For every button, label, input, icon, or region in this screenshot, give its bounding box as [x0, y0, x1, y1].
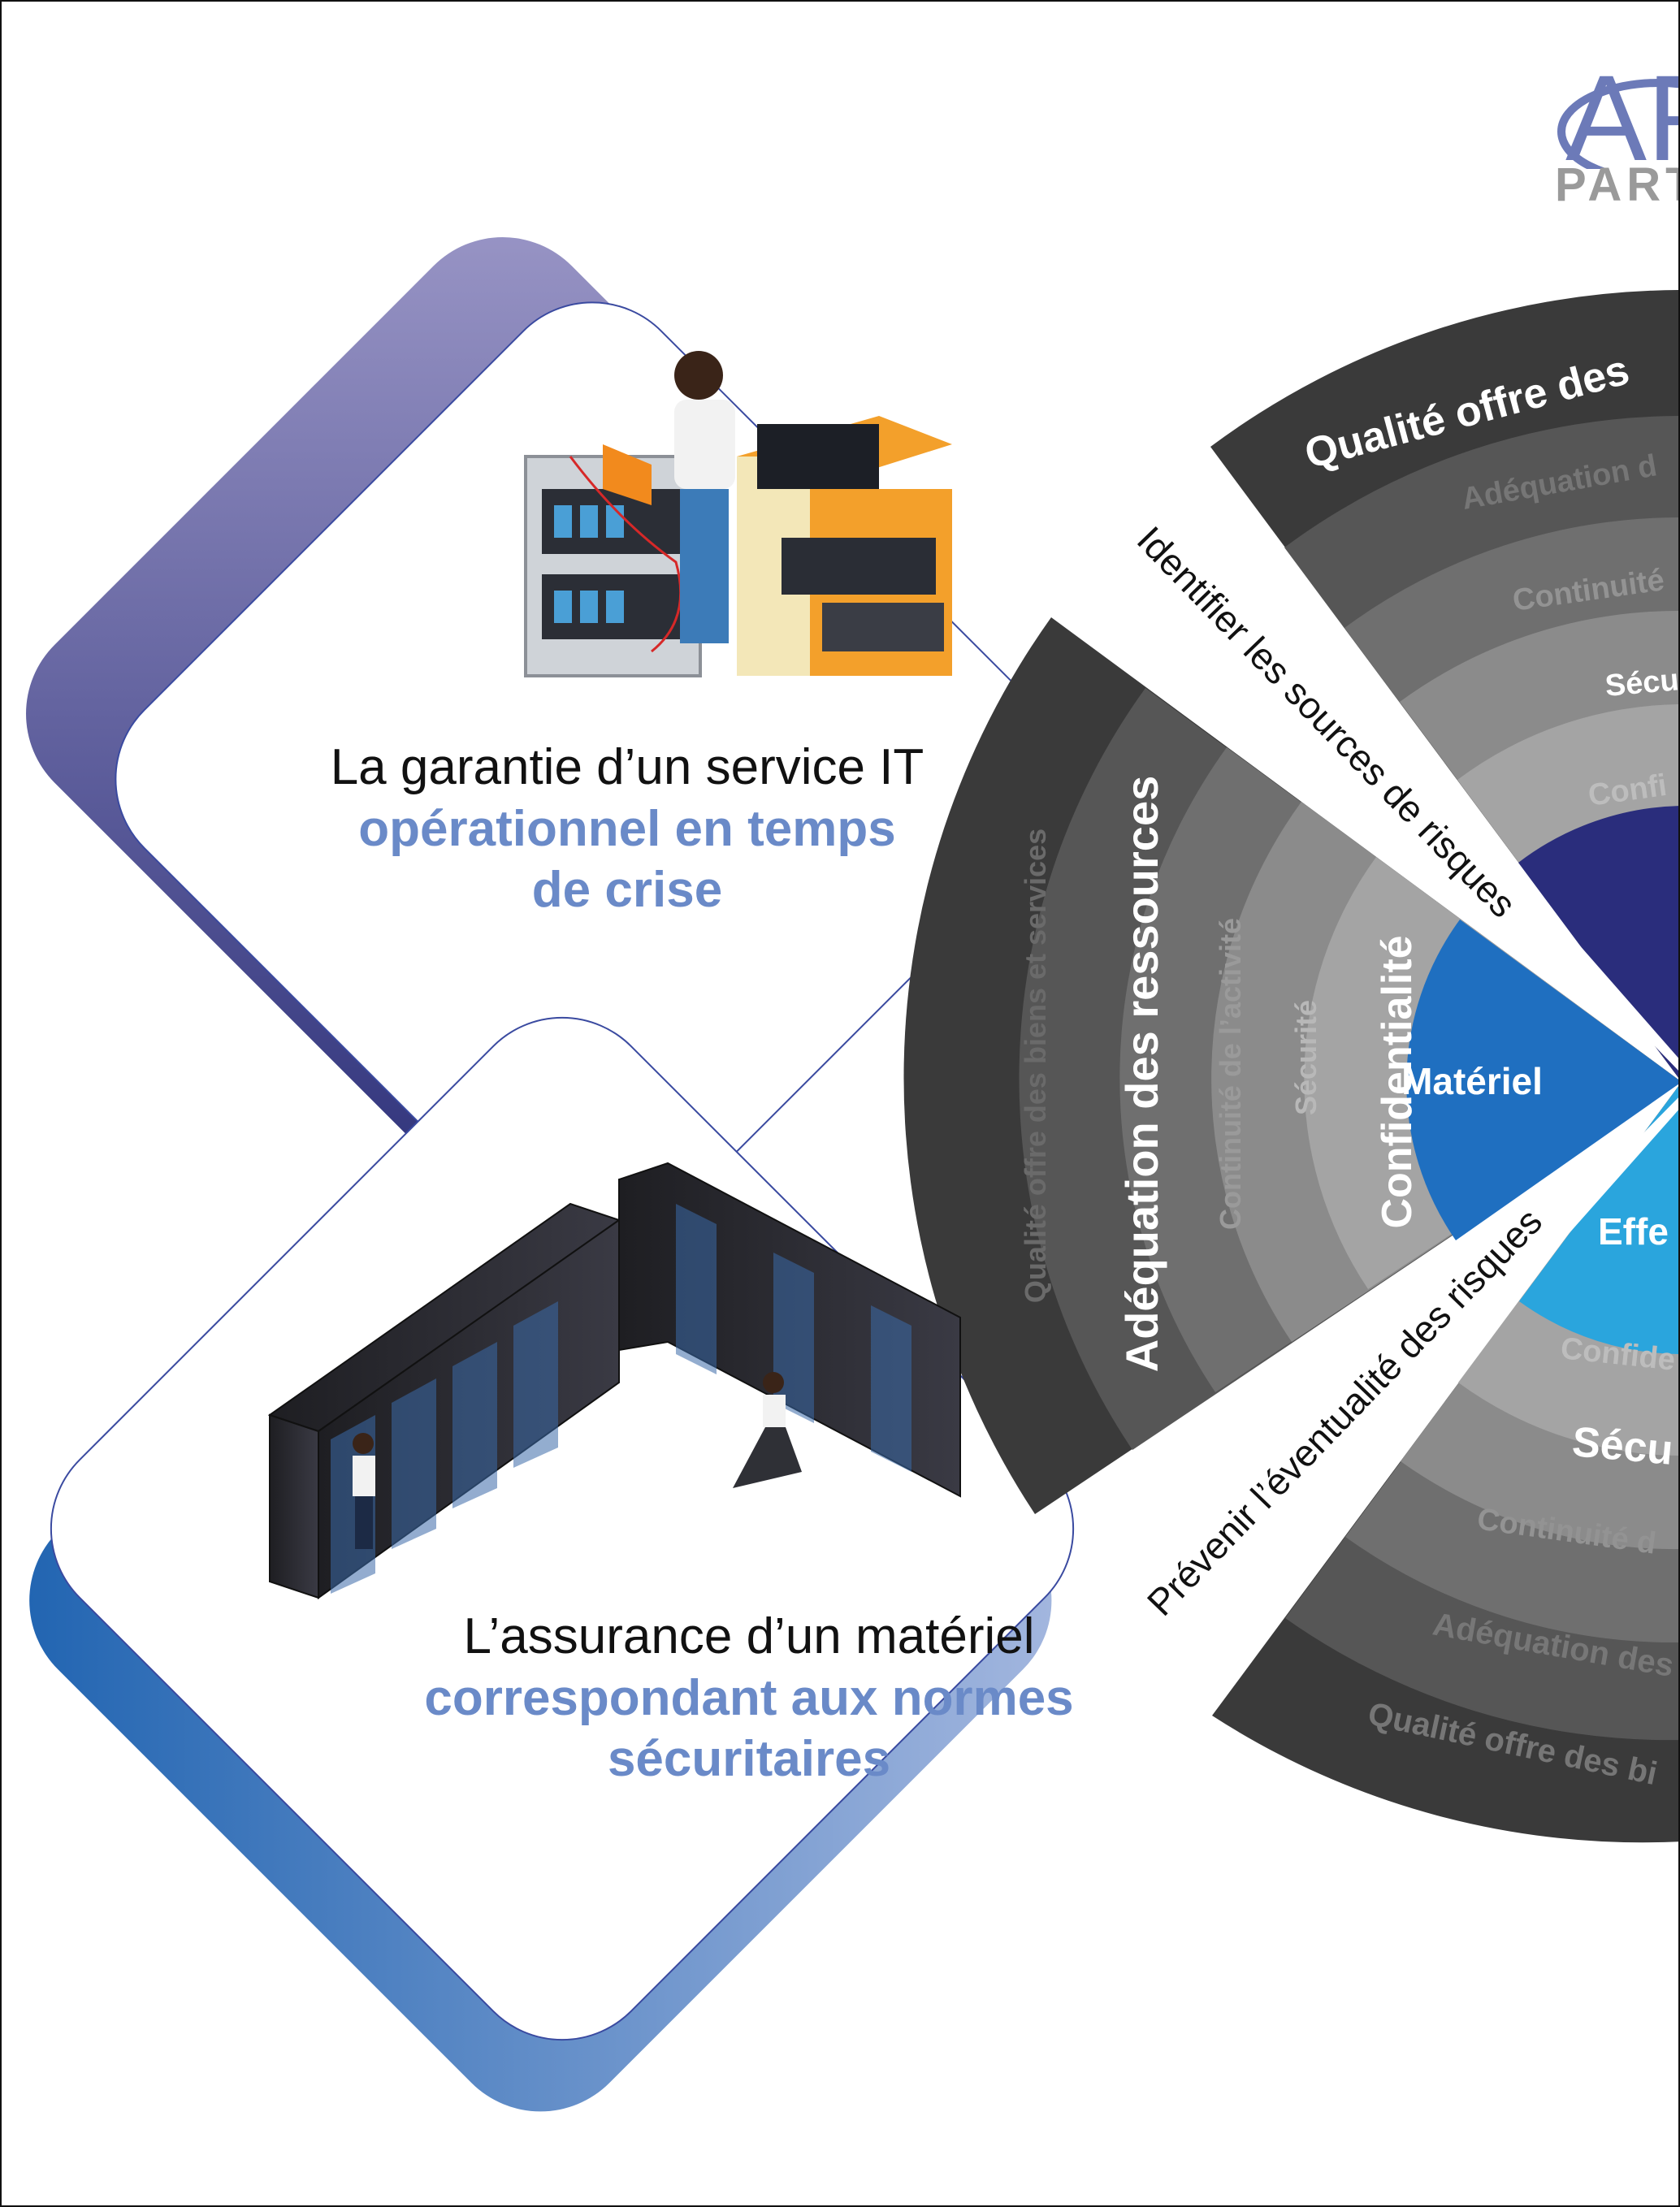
left-ring-5-label: Qualité offre des biens et services [1019, 829, 1052, 1303]
card-2-accent-line-2: sécuritaires [607, 1731, 891, 1788]
upper-divider-band [1139, 489, 1678, 1071]
card-1-caption: La garantie d’un service IT opérationnel… [270, 737, 985, 921]
server-room-illustration [267, 1162, 961, 1599]
card-1-accent-line-1: opérationnel en temps [358, 800, 896, 857]
bottom-center-label: Effe [1598, 1210, 1669, 1253]
left-ring-4-label: Adéquation des ressources [1116, 776, 1167, 1372]
lower-divider-band [1119, 1097, 1678, 1691]
logo-letters: AR [1565, 50, 1680, 186]
card-1-accent-line-2: de crise [531, 862, 723, 919]
top-ring-2-label: Sécu [1604, 663, 1680, 703]
card-1-lead: La garantie d’un service IT [330, 739, 924, 795]
left-ring-3-label: Continuité de l’activité [1214, 918, 1247, 1230]
card-2-lead: L’assurance d’un matériel [463, 1608, 1035, 1664]
left-center-label: Matériel [1401, 1060, 1543, 1102]
radial-diagram [903, 290, 1678, 1843]
top-sector [1210, 290, 1678, 1078]
left-ring-2-label: Sécurité [1289, 1000, 1323, 1115]
logo-subtext: PART [1555, 158, 1680, 211]
card-2-caption: L’assurance d’un matériel correspondant … [359, 1606, 1139, 1790]
card-2-accent-line-1: correspondant aux normes [424, 1669, 1074, 1726]
company-logo [1557, 79, 1678, 201]
bottom-ring-2-label: Sécu [1570, 1418, 1675, 1474]
left-ring-1-label: Confidentialité [1374, 935, 1421, 1228]
it-technician-workstation-illustration [524, 351, 952, 677]
left-sector [903, 617, 1678, 1514]
top-center-sector [1518, 806, 1678, 1078]
left-center-sector [1406, 920, 1678, 1240]
